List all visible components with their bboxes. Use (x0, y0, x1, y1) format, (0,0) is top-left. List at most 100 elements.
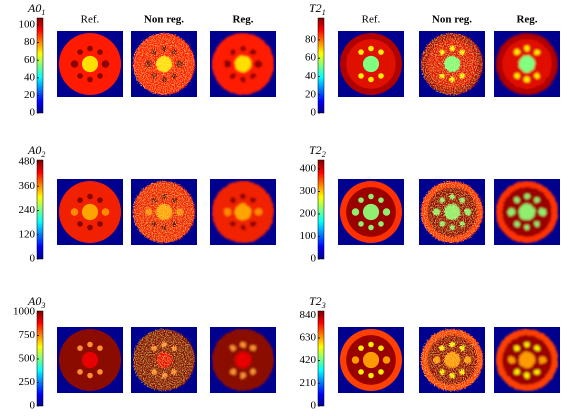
column-header: Ref. (81, 14, 100, 26)
small-insert (368, 76, 374, 83)
colorbar (36, 310, 44, 407)
small-insert (368, 224, 374, 231)
center-insert (234, 55, 252, 73)
small-insert (378, 221, 384, 227)
phantom (58, 32, 122, 96)
colorbar-tick-label: 40 (305, 70, 317, 82)
phantom (211, 180, 275, 244)
small-insert (171, 369, 177, 375)
small-insert (351, 60, 360, 68)
colorbar-tick-label: 20 (305, 88, 317, 100)
small-insert (151, 73, 157, 79)
small-insert (439, 49, 445, 55)
colorbar-tick-label: 100 (300, 230, 317, 242)
phantom (495, 328, 559, 392)
small-insert (171, 345, 177, 351)
colorbar-tick-label: 40 (24, 71, 36, 83)
small-insert (439, 197, 445, 203)
small-insert (230, 197, 236, 203)
colorbar (317, 17, 325, 114)
small-insert (77, 197, 83, 203)
small-insert (378, 49, 384, 55)
small-insert (87, 193, 93, 200)
small-insert (240, 341, 246, 348)
small-insert (161, 372, 167, 379)
small-insert (524, 224, 530, 231)
small-insert (378, 73, 384, 79)
phantom (420, 180, 484, 244)
phantom-image (494, 31, 560, 97)
small-insert (97, 197, 103, 203)
phantom-image (131, 179, 197, 245)
small-insert (101, 60, 110, 68)
phantom (495, 32, 559, 96)
small-insert (351, 356, 360, 364)
panel-label: A01 (27, 1, 45, 17)
colorbar-tick-label: 0 (30, 107, 36, 119)
colorbar-tick-label: 250 (19, 376, 36, 388)
colorbar-tick-label: 630 (300, 332, 317, 344)
small-insert (97, 73, 103, 79)
panel-label: T21 (309, 1, 326, 17)
phantom-image (419, 327, 485, 393)
small-insert (534, 73, 540, 79)
phantom-image (419, 179, 485, 245)
small-insert (230, 49, 236, 55)
small-insert (463, 208, 472, 216)
small-insert (77, 345, 83, 351)
colorbar-tick-label: 300 (300, 185, 317, 197)
small-insert (382, 60, 391, 68)
small-insert (378, 345, 384, 351)
small-insert (240, 372, 246, 379)
small-insert (230, 345, 236, 351)
colorbar-tick-label: 400 (300, 163, 317, 175)
colorbar-tick-label: 1000 (13, 305, 36, 317)
phantom-image (131, 327, 197, 393)
colorbar-tick-label: 0 (311, 107, 317, 119)
phantom-image (57, 179, 123, 245)
phantom-image (494, 179, 560, 245)
colorbar-tick-label: 240 (19, 204, 36, 216)
small-insert (449, 76, 455, 83)
small-insert (77, 221, 83, 227)
center-insert (155, 55, 173, 73)
small-insert (87, 224, 93, 231)
small-insert (534, 221, 540, 227)
small-insert (171, 49, 177, 55)
small-insert (507, 356, 516, 364)
colorbar-tick-label: 750 (19, 329, 36, 341)
panel-label: T23 (309, 294, 326, 310)
small-insert (524, 341, 530, 348)
phantom-image (57, 31, 123, 97)
colorbar-tick-label: 200 (300, 208, 317, 220)
small-insert (250, 49, 256, 55)
center-insert (81, 55, 99, 73)
small-insert (378, 369, 384, 375)
panel-label: A03 (27, 294, 45, 310)
small-insert (240, 76, 246, 83)
center-insert (362, 351, 380, 369)
small-insert (161, 193, 167, 200)
phantom (58, 328, 122, 392)
label-index: 2 (41, 150, 45, 159)
label-index: 3 (40, 301, 45, 310)
colorbar-tick-label: 480 (19, 156, 36, 168)
center-insert (443, 55, 461, 73)
small-insert (524, 45, 530, 52)
colorbar-tick-label: 210 (300, 377, 317, 389)
small-insert (144, 356, 153, 364)
colorbar-tick-label: 840 (300, 309, 317, 321)
small-insert (70, 356, 79, 364)
small-insert (144, 60, 153, 68)
phantom (495, 180, 559, 244)
small-insert (161, 45, 167, 52)
small-insert (161, 341, 167, 348)
small-insert (463, 60, 472, 68)
small-insert (432, 356, 441, 364)
small-insert (240, 45, 246, 52)
phantom (132, 32, 196, 96)
center-insert (362, 55, 380, 73)
small-insert (507, 60, 516, 68)
label-index: 1 (41, 8, 45, 17)
small-insert (439, 369, 445, 375)
